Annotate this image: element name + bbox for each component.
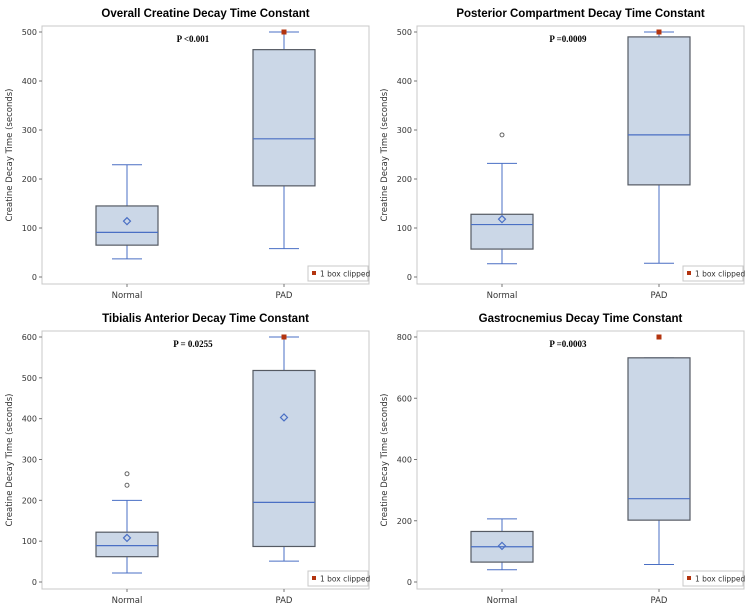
chart-title: Overall Creatine Decay Time Constant — [101, 8, 309, 20]
plot-frame — [41, 25, 370, 285]
chart-panel: Overall Creatine Decay Time Constant 0 100… — [5, 8, 371, 301]
box-normal — [470, 518, 534, 571]
y-tick-label: 300 — [22, 126, 37, 135]
x-tick-label: PAD — [276, 291, 293, 301]
y-tick-label: 200 — [397, 175, 412, 184]
p-value-annotation: P =0.0009 — [549, 34, 587, 44]
y-tick-label: 0 — [32, 578, 37, 587]
iqr-box — [627, 36, 691, 186]
chart-panel: Posterior Compartment Decay Time Constan… — [380, 8, 746, 301]
x-tick-label: Normal — [487, 291, 518, 301]
legend-box — [682, 265, 744, 282]
y-tick-label: 400 — [397, 77, 412, 86]
chart-title: Posterior Compartment Decay Time Constan… — [456, 8, 705, 20]
y-tick-label: 100 — [22, 224, 37, 233]
y-tick-label: 200 — [397, 517, 412, 526]
legend-clipped-swatch — [687, 271, 691, 275]
x-tick-label: PAD — [276, 596, 293, 606]
clipped-marker — [656, 29, 662, 35]
box-pad — [252, 29, 316, 250]
iqr-box — [252, 49, 316, 187]
y-tick-label: 100 — [22, 537, 37, 546]
y-axis-label: Creatine Decay Time (seconds) — [5, 89, 15, 222]
legend-box — [682, 570, 744, 587]
clipped-marker — [281, 29, 287, 35]
clipped-marker — [656, 334, 662, 340]
x-tick-label: PAD — [651, 291, 668, 301]
y-tick-label: 0 — [407, 578, 412, 587]
outlier-point — [124, 471, 130, 477]
plot-frame — [416, 330, 745, 590]
iqr-box — [95, 531, 159, 558]
y-tick-label: 500 — [22, 374, 37, 383]
iqr-box — [470, 213, 534, 250]
legend-clipped-swatch — [312, 576, 316, 580]
legend: 1 box clipped — [682, 265, 746, 282]
mean-marker — [122, 533, 132, 543]
outlier-point — [124, 482, 130, 488]
legend-clipped-swatch — [687, 576, 691, 580]
legend: 1 box clipped — [307, 265, 371, 282]
x-tick-label: Normal — [487, 596, 518, 606]
legend-label: 1 box clipped — [320, 575, 371, 584]
plot-frame — [41, 330, 370, 590]
box-pad — [627, 29, 691, 264]
box-normal — [470, 132, 534, 265]
chart-panel: Tibialis Anterior Decay Time Constant 0 10… — [5, 313, 371, 606]
mean-marker — [497, 214, 507, 224]
mean-marker — [497, 541, 507, 551]
y-axis-label: Creatine Decay Time (seconds) — [5, 394, 15, 527]
y-axis-label: Creatine Decay Time (seconds) — [380, 394, 390, 527]
p-value-annotation: P = 0.0255 — [173, 339, 213, 349]
mean-marker — [279, 413, 289, 422]
legend: 1 box clipped — [682, 570, 746, 587]
iqr-box — [252, 369, 316, 548]
y-tick-label: 600 — [22, 333, 37, 342]
y-tick-label: 500 — [22, 28, 37, 37]
chart-title: Tibialis Anterior Decay Time Constant — [102, 313, 309, 325]
chart-panel: Gastrocnemius Decay Time Constant 0 200 400… — [380, 313, 746, 606]
x-tick-label: PAD — [651, 596, 668, 606]
y-axis-label: Creatine Decay Time (seconds) — [380, 89, 390, 222]
box-pad — [252, 334, 316, 562]
clipped-marker — [281, 334, 287, 340]
plot-frame — [416, 25, 745, 285]
legend-label: 1 box clipped — [695, 270, 746, 279]
mean-marker — [122, 216, 132, 226]
y-tick-label: 200 — [22, 496, 37, 505]
y-tick-label: 0 — [32, 273, 37, 282]
y-tick-label: 100 — [397, 224, 412, 233]
y-tick-label: 400 — [22, 77, 37, 86]
box-normal — [95, 164, 159, 260]
y-tick-label: 200 — [22, 175, 37, 184]
p-value-annotation: P <0.001 — [177, 34, 210, 44]
box-pad — [627, 334, 691, 566]
y-tick-label: 400 — [397, 456, 412, 465]
y-tick-label: 800 — [397, 333, 412, 342]
legend-box — [307, 570, 369, 587]
p-value-annotation: P =0.0003 — [549, 339, 587, 349]
legend: 1 box clipped — [307, 570, 371, 587]
y-tick-label: 300 — [22, 456, 37, 465]
x-tick-label: Normal — [112, 596, 143, 606]
legend-label: 1 box clipped — [695, 575, 746, 584]
x-tick-label: Normal — [112, 291, 143, 301]
iqr-box — [95, 205, 159, 246]
box-normal — [95, 471, 159, 574]
chart-title: Gastrocnemius Decay Time Constant — [479, 313, 683, 325]
legend-label: 1 box clipped — [320, 270, 371, 279]
y-tick-label: 300 — [397, 126, 412, 135]
y-tick-label: 0 — [407, 273, 412, 282]
legend-box — [307, 265, 369, 282]
y-tick-label: 500 — [397, 28, 412, 37]
outlier-point — [499, 132, 505, 138]
legend-clipped-swatch — [312, 271, 316, 275]
y-tick-label: 600 — [397, 394, 412, 403]
iqr-box — [627, 357, 691, 521]
y-tick-label: 400 — [22, 415, 37, 424]
